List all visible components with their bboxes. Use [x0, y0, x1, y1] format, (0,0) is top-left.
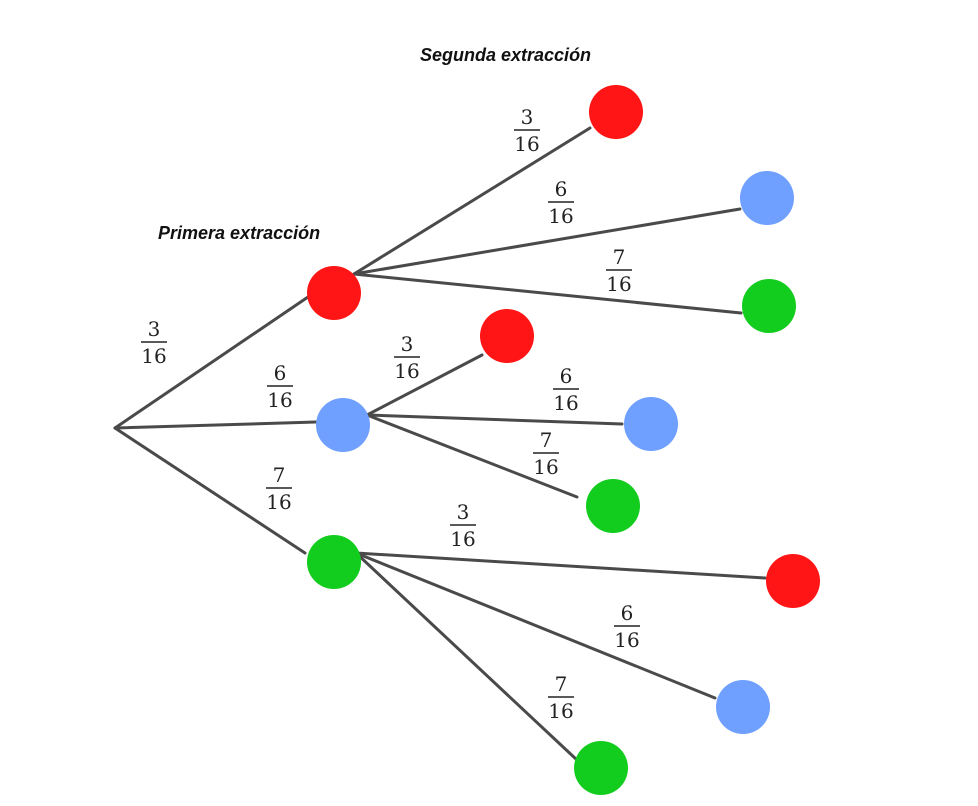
fraction-numerator: 3 [457, 500, 470, 524]
branch-blue-red [365, 353, 484, 417]
fraction-numerator: 7 [540, 428, 553, 452]
prob-label-blue-green: 716 [533, 428, 559, 479]
fraction-denominator: 16 [548, 699, 573, 723]
prob-label-red-blue: 616 [548, 177, 574, 228]
branch-lines [113, 126, 767, 762]
branch-green-red [354, 551, 767, 580]
prob-label-red-green: 716 [606, 245, 632, 296]
fraction-denominator: 16 [606, 272, 631, 296]
node-first-red [307, 266, 361, 320]
fraction-denominator: 16 [614, 628, 639, 652]
fraction-numerator: 3 [401, 332, 414, 356]
fraction-numerator: 6 [621, 601, 634, 625]
prob-label-blue-red: 316 [394, 332, 420, 383]
branch-first-blue [113, 420, 318, 430]
node-blue-then-green [586, 479, 640, 533]
node-first-green [307, 535, 361, 589]
node-green-then-green [574, 741, 628, 795]
fraction-denominator: 16 [394, 359, 419, 383]
fraction-denominator: 16 [266, 490, 291, 514]
prob-label-blue-blue: 616 [553, 364, 579, 415]
branch-green-green [354, 551, 579, 762]
fraction-numerator: 6 [560, 364, 573, 388]
prob-label-red-red: 316 [514, 105, 540, 156]
outcome-nodes [307, 85, 820, 795]
branch-first-green [113, 426, 307, 555]
fraction-denominator: 16 [553, 391, 578, 415]
node-blue-then-red [480, 309, 534, 363]
node-red-then-blue [740, 171, 794, 225]
node-green-then-blue [716, 680, 770, 734]
first-draw-title: Primera extracción [158, 223, 320, 243]
fraction-numerator: 6 [555, 177, 568, 201]
prob-label-green-red: 316 [450, 500, 476, 551]
fraction-denominator: 16 [267, 388, 292, 412]
node-red-then-red [589, 85, 643, 139]
branch-blue-green [365, 413, 579, 499]
prob-label-first-red: 316 [141, 317, 167, 368]
prob-label-first-green: 716 [266, 463, 292, 514]
branch-first-red [113, 295, 310, 430]
node-first-blue [316, 398, 370, 452]
prob-label-green-blue: 616 [614, 601, 640, 652]
prob-label-green-green: 716 [548, 672, 574, 723]
second-draw-title: Segunda extracción [420, 45, 591, 65]
node-blue-then-blue [624, 397, 678, 451]
fraction-denominator: 16 [450, 527, 475, 551]
fraction-numerator: 6 [274, 361, 287, 385]
node-red-then-green [742, 279, 796, 333]
fraction-numerator: 7 [613, 245, 626, 269]
branch-red-red [352, 126, 592, 276]
branch-green-blue [354, 551, 717, 700]
fraction-denominator: 16 [141, 344, 166, 368]
fraction-numerator: 7 [555, 672, 568, 696]
branch-red-blue [352, 207, 742, 276]
fraction-numerator: 3 [148, 317, 161, 341]
fraction-denominator: 16 [548, 204, 573, 228]
branch-blue-blue [365, 413, 624, 426]
prob-label-first-blue: 616 [267, 361, 293, 412]
fraction-denominator: 16 [533, 455, 558, 479]
fraction-numerator: 7 [273, 463, 286, 487]
branch-red-green [352, 272, 743, 315]
fraction-denominator: 16 [514, 132, 539, 156]
node-green-then-red [766, 554, 820, 608]
fraction-numerator: 3 [521, 105, 534, 129]
